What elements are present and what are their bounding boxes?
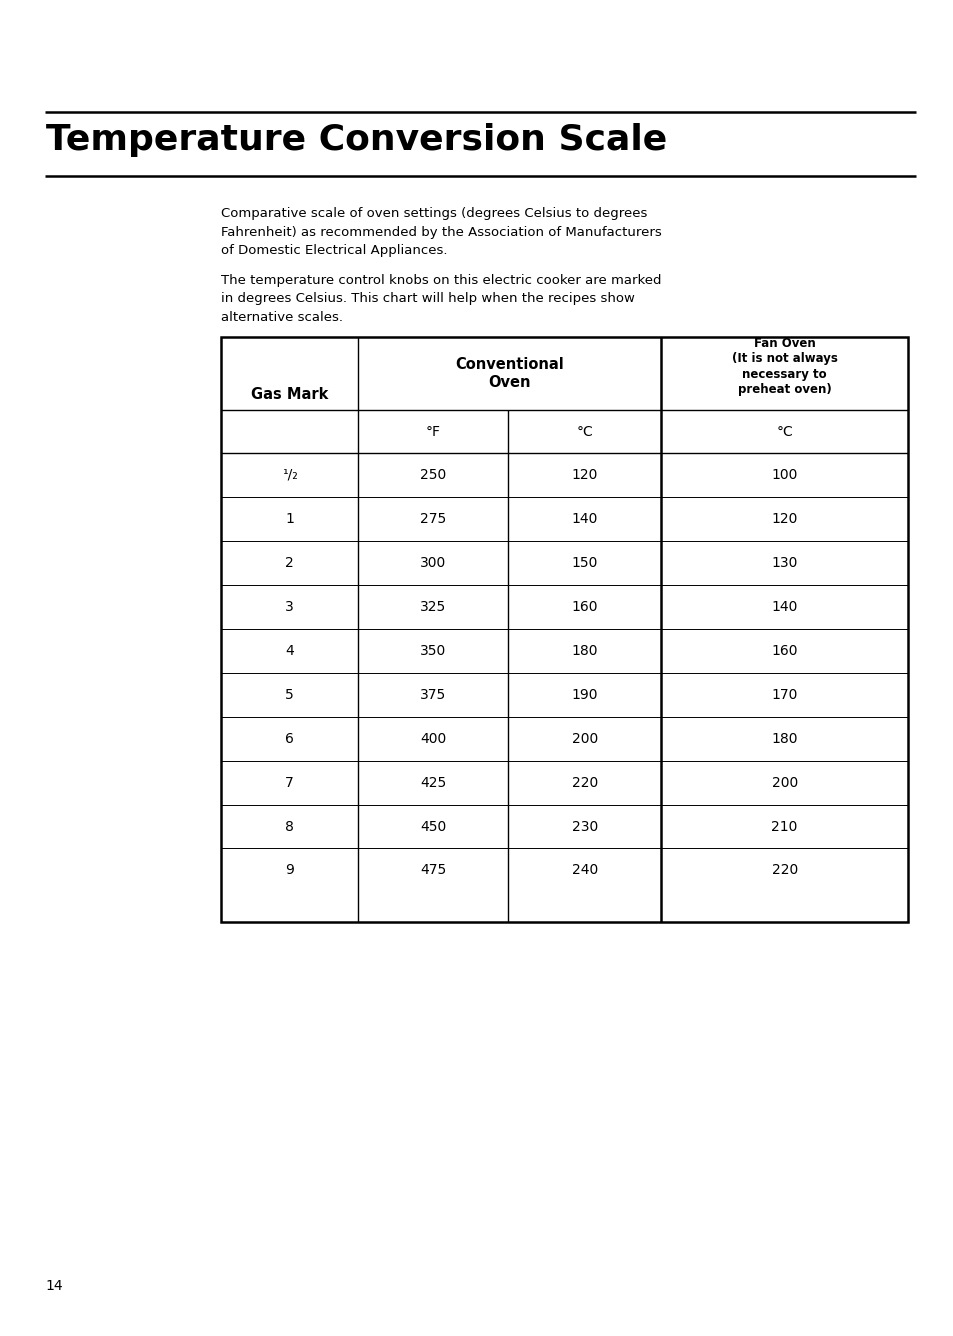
Text: 450: 450 [419,819,446,834]
Text: 180: 180 [571,644,598,657]
Text: Temperature Conversion Scale: Temperature Conversion Scale [46,123,666,156]
Text: 400: 400 [419,732,446,745]
Text: 180: 180 [771,732,797,745]
Text: 140: 140 [771,600,797,613]
Text: 140: 140 [571,512,598,526]
Text: 5: 5 [285,688,294,701]
Text: °C: °C [776,425,792,438]
Text: 130: 130 [771,556,797,569]
Text: 2: 2 [285,556,294,569]
Text: 240: 240 [571,863,598,878]
Text: °F: °F [425,425,440,438]
Text: Conventional
Oven: Conventional Oven [455,357,563,390]
Text: 220: 220 [571,776,598,790]
Text: 350: 350 [419,644,446,657]
Text: 1: 1 [285,512,294,526]
Text: 3: 3 [285,600,294,613]
Text: 325: 325 [419,600,446,613]
Text: 375: 375 [419,688,446,701]
Text: 300: 300 [419,556,446,569]
Text: °C: °C [576,425,593,438]
Text: 220: 220 [771,863,797,878]
Text: Fan Oven
(It is not always
necessary to
preheat oven): Fan Oven (It is not always necessary to … [731,337,837,397]
Text: 100: 100 [771,468,797,482]
Text: 210: 210 [771,819,797,834]
Text: 120: 120 [571,468,598,482]
Text: The temperature control knobs on this electric cooker are marked
in degrees Cels: The temperature control knobs on this el… [221,274,661,323]
Text: 190: 190 [571,688,598,701]
Text: 250: 250 [419,468,446,482]
Text: 6: 6 [285,732,294,745]
Text: 160: 160 [771,644,797,657]
Text: 200: 200 [771,776,797,790]
Text: 8: 8 [285,819,294,834]
Text: 7: 7 [285,776,294,790]
Text: 120: 120 [771,512,797,526]
Bar [221,337,907,922]
Text: Comparative scale of oven settings (degrees Celsius to degrees
Fahrenheit) as re: Comparative scale of oven settings (degr… [221,207,661,257]
Text: 425: 425 [419,776,446,790]
Text: 14: 14 [46,1280,63,1293]
Text: Gas Mark: Gas Mark [251,387,328,402]
Text: 475: 475 [419,863,446,878]
Text: 9: 9 [285,863,294,878]
Text: 275: 275 [419,512,446,526]
Text: ¹/₂: ¹/₂ [281,468,297,482]
Text: 4: 4 [285,644,294,657]
Text: 160: 160 [571,600,598,613]
Text: 170: 170 [771,688,797,701]
Text: 200: 200 [571,732,598,745]
Text: 150: 150 [571,556,598,569]
Text: 230: 230 [571,819,598,834]
